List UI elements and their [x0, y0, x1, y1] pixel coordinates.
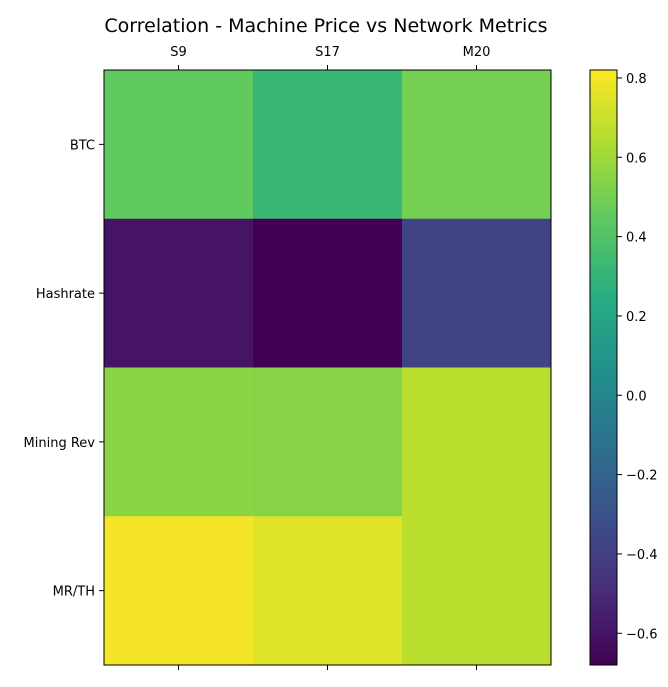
colorbar-ticks: 0.8 0.6 0.4 0.2 0.0 −0.2 −0.4 −0.6: [617, 72, 658, 642]
row-label: BTC: [70, 138, 95, 153]
colorbar-tick-label: −0.4: [626, 548, 658, 563]
row-label: Mining Rev: [24, 436, 96, 451]
heatmap-cell: [402, 367, 552, 517]
heatmap-cell: [253, 218, 403, 368]
row-labels: BTC Hashrate Mining Rev MR/TH: [24, 138, 104, 600]
column-labels: S9 S17 M20: [170, 45, 490, 670]
colorbar-tick-label: 0.2: [626, 310, 647, 325]
chart-title: Correlation - Machine Price vs Network M…: [104, 15, 547, 37]
heatmap-cell: [253, 367, 403, 517]
heatmap-cell: [104, 218, 254, 368]
heatmap-cell: [104, 516, 254, 666]
column-label: M20: [463, 45, 491, 60]
colorbar-tick-label: 0.8: [626, 72, 647, 87]
heatmap-cell: [104, 367, 254, 517]
colorbar-tick-label: 0.4: [626, 231, 647, 246]
colorbar-tick-label: −0.2: [626, 469, 658, 484]
heatmap-cell: [402, 516, 552, 666]
column-label: S17: [315, 45, 340, 60]
heatmap-cell: [253, 516, 403, 666]
colorbar-tick-label: 0.6: [626, 151, 647, 166]
colorbar: [589, 69, 618, 666]
row-label: MR/TH: [53, 585, 95, 600]
colorbar-tick-label: 0.0: [626, 389, 647, 404]
row-label: Hashrate: [36, 287, 95, 302]
heatmap-cell: [104, 70, 254, 220]
heatmap-cell: [253, 70, 403, 220]
colorbar-tick-label: −0.6: [626, 627, 658, 642]
heatmap-cell: [402, 70, 552, 220]
heatmap-cell: [402, 218, 552, 368]
heatmap-cells: [104, 70, 552, 666]
column-label: S9: [170, 45, 187, 60]
